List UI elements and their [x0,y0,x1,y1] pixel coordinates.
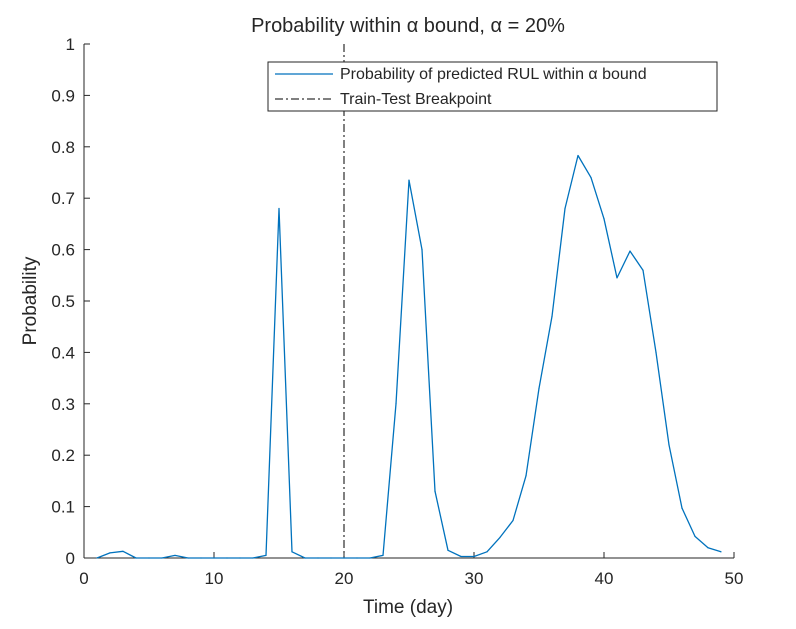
data-point [616,277,618,279]
data-point [278,207,280,210]
data-point [512,519,514,522]
data-point [707,547,709,549]
data-point [304,557,306,559]
data-point [642,269,644,271]
x-tick-label: 30 [465,569,484,588]
data-point [187,557,189,559]
y-tick-label: 0.9 [51,86,75,105]
data-point [330,557,332,559]
data-point [421,249,423,251]
y-tick-label: 0.1 [51,498,75,517]
data-point [174,554,176,557]
data-point [486,551,488,553]
data-point [382,554,384,557]
y-tick-label: 0 [66,549,75,568]
data-point [525,475,527,477]
series-line [96,154,722,559]
x-axis-label: Time (day) [363,597,453,618]
data-point [499,536,501,539]
data-point [161,557,163,559]
y-tick-label: 0.8 [51,138,75,157]
y-tick-label: 0.5 [51,292,75,311]
data-point [603,218,605,220]
data-point [564,207,566,210]
data-point [590,177,592,179]
y-tick-label: 0.2 [51,446,75,465]
data-point [655,351,657,353]
legend-label-series: Probability of predicted RUL within α bo… [340,66,647,83]
y-tick-label: 0.6 [51,241,75,260]
x-tick-label: 20 [335,569,354,588]
data-point [148,557,150,559]
data-point [395,403,397,405]
data-point [122,550,124,552]
y-axis-label: Probability [20,256,41,345]
data-point [96,557,98,559]
legend-label-breakpoint: Train-Test Breakpoint [340,91,492,108]
data-point [720,551,722,553]
data-point [694,535,696,538]
data-point [343,557,345,559]
data-point [369,557,371,559]
chart-title: Probability within α bound, α = 20% [251,15,565,37]
data-point [213,557,215,559]
x-tick-label: 40 [595,569,614,588]
data-point [356,557,358,559]
data-point [473,555,475,558]
y-tick-label: 0.7 [51,189,75,208]
x-tick-label: 10 [205,569,224,588]
data-point [629,250,631,252]
y-tick-label: 0.4 [51,343,75,362]
data-point [577,154,579,157]
data-point [538,387,540,389]
data-point [408,179,410,181]
data-point [239,557,241,559]
y-tick-label: 0.3 [51,395,75,414]
data-point [681,507,683,509]
data-point [291,551,293,553]
legend-box [267,61,718,112]
data-point [200,557,202,559]
data-point [434,490,436,492]
y-tick-label: 1 [66,35,75,54]
data-point [460,555,462,558]
data-point [226,557,228,559]
data-point [317,557,319,559]
data-point [135,557,137,559]
legend: Probability of predicted RUL within α bo… [267,61,718,112]
x-tick-label: 50 [725,569,744,588]
data-point [252,557,254,559]
data-point [265,554,267,557]
data-point [551,315,553,318]
data-point [109,552,111,554]
x-tick-label: 0 [79,569,88,588]
data-point [668,444,670,446]
data-point [447,549,449,551]
